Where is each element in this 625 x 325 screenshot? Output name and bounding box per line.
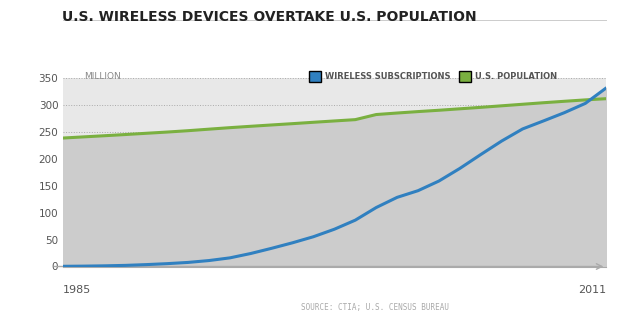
Text: U.S. WIRELESS DEVICES OVERTAKE U.S. POPULATION: U.S. WIRELESS DEVICES OVERTAKE U.S. POPU…: [62, 10, 477, 24]
Text: 1985: 1985: [62, 285, 91, 295]
Text: WIRELESS SUBSCRIPTIONS: WIRELESS SUBSCRIPTIONS: [325, 72, 451, 81]
Text: MILLION: MILLION: [84, 72, 121, 81]
Text: SOURCE: CTIA; U.S. CENSUS BUREAU: SOURCE: CTIA; U.S. CENSUS BUREAU: [301, 303, 449, 312]
Text: 2011: 2011: [578, 285, 606, 295]
Text: U.S. POPULATION: U.S. POPULATION: [475, 72, 557, 81]
